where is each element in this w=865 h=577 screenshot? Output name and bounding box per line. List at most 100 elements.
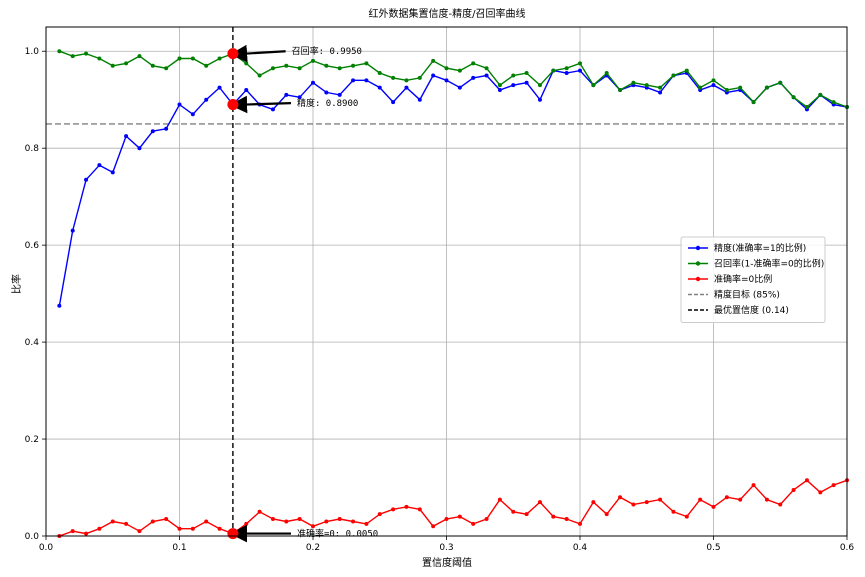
series-point: [337, 66, 342, 71]
x-tick-label: 0.6: [840, 543, 855, 553]
series-point: [818, 490, 823, 495]
series-point: [791, 487, 796, 492]
series-point: [217, 56, 222, 61]
y-tick-label: 1.0: [25, 47, 40, 57]
series-point: [604, 512, 609, 517]
series-point: [150, 519, 155, 524]
series-point: [391, 507, 396, 512]
legend-swatch-marker: [695, 261, 701, 266]
series-point: [124, 521, 129, 526]
series-point: [124, 134, 129, 139]
annotation-label: 准确率=0: 0.0050: [297, 528, 378, 540]
legend-item: 精度目标 (85%): [688, 289, 780, 301]
series-point: [671, 509, 676, 514]
series-point: [578, 61, 582, 66]
series-point: [311, 58, 315, 63]
series-point: [511, 509, 516, 514]
annotation-label: 召回率: 0.9950: [292, 45, 362, 57]
series-point: [751, 100, 756, 105]
series-point: [364, 521, 369, 526]
highlight-point: [227, 48, 239, 60]
legend-box: [680, 236, 826, 323]
y-tick-label: 0.8: [25, 144, 40, 154]
legend-label: 准确率=0比例: [714, 273, 772, 285]
series-point: [497, 83, 502, 88]
series-point: [404, 78, 409, 83]
series-line: [58, 69, 848, 306]
legend-swatch-marker: [695, 276, 701, 282]
series-point: [618, 495, 623, 500]
series-0: [57, 68, 849, 308]
legend-label: 精度目标 (85%): [714, 289, 780, 301]
series-point: [471, 521, 476, 526]
series-point: [404, 85, 409, 90]
y-tick-label: 0.0: [25, 532, 40, 542]
series-point: [551, 68, 556, 73]
series-point: [631, 80, 636, 85]
series-point: [511, 73, 516, 78]
series-point: [631, 502, 636, 507]
legend-label: 召回率(1-准确率=0的比例): [714, 258, 824, 270]
series-point: [190, 112, 195, 117]
legend-label: 精度(准确率=1的比例): [714, 242, 806, 254]
series-point: [724, 88, 729, 93]
series-point: [698, 497, 703, 502]
y-axis-label: 比率: [10, 274, 23, 294]
series-point: [564, 517, 569, 522]
x-tick-label: 0.0: [39, 543, 54, 553]
series-point: [311, 80, 315, 85]
x-tick-label: 0.4: [573, 543, 588, 553]
axes-text: 0.0 0.1 0.2 0.3 0.4 0.5 0.6 0.0 0.2 0.4 0.6 0.8 1.0: [25, 47, 855, 553]
series-point: [110, 519, 115, 524]
series-point: [364, 61, 369, 66]
chart-title: 红外数据集置信度-精度/召回率曲线: [369, 7, 526, 20]
annotation-label: 精度: 0.8900: [297, 97, 358, 109]
series-point: [497, 88, 502, 93]
series-point: [391, 100, 396, 105]
series-point: [564, 71, 569, 76]
series-point: [484, 73, 489, 78]
series-point: [97, 526, 102, 531]
series-point: [164, 126, 169, 131]
y-tick-label: 0.2: [25, 435, 39, 445]
series-point: [244, 88, 249, 93]
series-point: [110, 170, 115, 175]
series-point: [471, 61, 476, 66]
series-point: [377, 512, 382, 517]
series-point: [284, 92, 289, 97]
annotation-arrow: [229, 95, 292, 114]
series-point: [618, 88, 623, 93]
series-point: [497, 497, 502, 502]
series-point: [431, 524, 436, 529]
series-point: [471, 75, 476, 80]
series-point: [137, 54, 142, 59]
series-point: [324, 63, 329, 68]
series-point: [738, 497, 743, 502]
series-point: [684, 68, 689, 73]
series-point: [324, 519, 329, 524]
highlight-layer: 召回率: 0.9950 精度: 0.8900 准确率=0: 0.0050: [227, 44, 378, 543]
series-point: [337, 92, 342, 97]
series-point: [57, 49, 62, 54]
x-axis-label: 置信度阈值: [422, 556, 472, 569]
series-point: [324, 90, 329, 95]
legend-label: 最优置信度 (0.14): [714, 304, 789, 316]
series-point: [444, 517, 449, 522]
series-point: [431, 73, 436, 78]
series-point: [804, 478, 809, 483]
series-point: [391, 75, 396, 80]
series-point: [524, 80, 529, 85]
series-point: [284, 63, 289, 68]
series-point: [137, 146, 142, 151]
series-point: [804, 104, 809, 109]
series-point: [57, 303, 62, 308]
series-point: [404, 504, 409, 509]
series-point: [297, 66, 302, 71]
series-point: [70, 54, 75, 59]
series-point: [244, 61, 249, 66]
series-point: [164, 66, 169, 71]
series-point: [244, 521, 249, 526]
series-point: [484, 66, 489, 71]
